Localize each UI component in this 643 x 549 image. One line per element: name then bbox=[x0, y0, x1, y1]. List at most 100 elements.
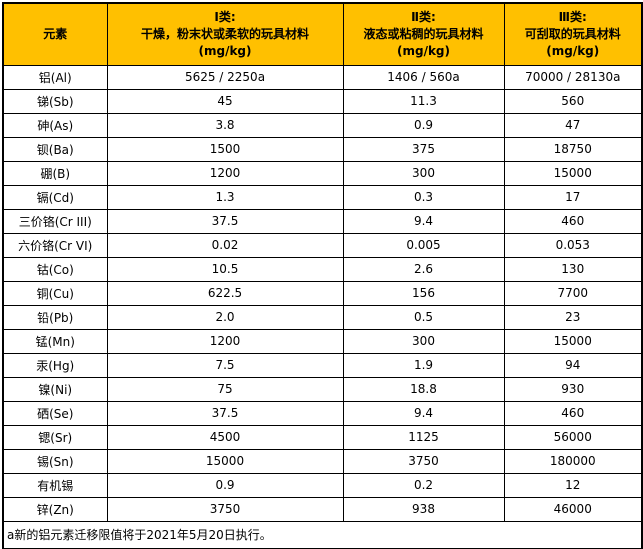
table-row: 锰(Mn) 1200 300 15000 bbox=[2, 328, 643, 354]
value-cell: 45 bbox=[106, 88, 344, 114]
table-row: 砷(As) 3.8 0.9 47 bbox=[2, 112, 643, 138]
value-cell: 1200 bbox=[106, 160, 344, 186]
value-cell: 0.02 bbox=[106, 232, 344, 258]
header-class-3: Ⅲ类: 可刮取的玩具材料 (mg/kg) bbox=[503, 2, 643, 66]
element-cell: 钡(Ba) bbox=[2, 136, 108, 162]
table-row: 硒(Se) 37.5 9.4 460 bbox=[2, 400, 643, 426]
element-cell: 砷(As) bbox=[2, 112, 108, 138]
class-1-description: 干燥，粉末状或柔软的玩具材料 bbox=[140, 26, 309, 41]
table-row: 钴(Co) 10.5 2.6 130 bbox=[2, 256, 643, 282]
table-row: 锶(Sr) 4500 1125 56000 bbox=[2, 424, 643, 450]
table-row: 锌(Zn) 3750 938 46000 bbox=[2, 496, 643, 522]
table-footer: a新的铝元素迁移限值将于2021年5月20日执行。 bbox=[2, 520, 643, 549]
value-cell: 375 bbox=[342, 136, 505, 162]
value-cell: 300 bbox=[342, 328, 505, 354]
value-cell: 460 bbox=[503, 400, 643, 426]
value-cell: 5625 / 2250a bbox=[106, 64, 344, 90]
class-3-unit: (mg/kg) bbox=[546, 43, 600, 58]
table-row: 镍(Ni) 75 18.8 930 bbox=[2, 376, 643, 402]
element-cell: 硒(Se) bbox=[2, 400, 108, 426]
value-cell: 0.9 bbox=[342, 112, 505, 138]
value-cell: 0.5 bbox=[342, 304, 505, 330]
table-row: 镉(Cd) 1.3 0.3 17 bbox=[2, 184, 643, 210]
header-row: 元素 Ⅰ类: 干燥，粉末状或柔软的玩具材料 (mg/kg) Ⅱ类: 液态或粘稠的… bbox=[2, 2, 643, 66]
element-cell: 锑(Sb) bbox=[2, 88, 108, 114]
value-cell: 0.3 bbox=[342, 184, 505, 210]
element-cell: 三价铬(Cr III) bbox=[2, 208, 108, 234]
element-cell: 锶(Sr) bbox=[2, 424, 108, 450]
header-class-2: Ⅱ类: 液态或粘稠的玩具材料 (mg/kg) bbox=[342, 2, 505, 66]
table-row: 有机锡 0.9 0.2 12 bbox=[2, 472, 643, 498]
element-cell: 汞(Hg) bbox=[2, 352, 108, 378]
table-row: 铝(Al) 5625 / 2250a 1406 / 560a 70000 / 2813… bbox=[2, 64, 643, 90]
value-cell: 17 bbox=[503, 184, 643, 210]
table-row: 锡(Sn) 15000 3750 180000 bbox=[2, 448, 643, 474]
value-cell: 0.2 bbox=[342, 472, 505, 498]
footnote-row: a新的铝元素迁移限值将于2021年5月20日执行。 bbox=[2, 520, 643, 549]
value-cell: 1200 bbox=[106, 328, 344, 354]
value-cell: 10.5 bbox=[106, 256, 344, 282]
class-2-description: 液态或粘稠的玩具材料 bbox=[363, 26, 484, 41]
value-cell: 11.3 bbox=[342, 88, 505, 114]
footnote: a新的铝元素迁移限值将于2021年5月20日执行。 bbox=[2, 520, 643, 549]
value-cell: 15000 bbox=[106, 448, 344, 474]
value-cell: 1125 bbox=[342, 424, 505, 450]
value-cell: 9.4 bbox=[342, 208, 505, 234]
class-3-label: Ⅲ类: bbox=[558, 9, 587, 24]
element-cell: 镉(Cd) bbox=[2, 184, 108, 210]
value-cell: 47 bbox=[503, 112, 643, 138]
value-cell: 622.5 bbox=[106, 280, 344, 306]
class-2-label: Ⅱ类: bbox=[411, 9, 436, 24]
element-cell: 硼(B) bbox=[2, 160, 108, 186]
element-cell: 铝(Al) bbox=[2, 64, 108, 90]
value-cell: 180000 bbox=[503, 448, 643, 474]
table-row: 六价铬(Cr VI) 0.02 0.005 0.053 bbox=[2, 232, 643, 258]
value-cell: 1.3 bbox=[106, 184, 344, 210]
table-body: 铝(Al) 5625 / 2250a 1406 / 560a 70000 / 2813… bbox=[2, 64, 643, 522]
class-1-label: Ⅰ类: bbox=[214, 9, 236, 24]
table-row: 硼(B) 1200 300 15000 bbox=[2, 160, 643, 186]
class-2-unit: (mg/kg) bbox=[396, 43, 450, 58]
value-cell: 938 bbox=[342, 496, 505, 522]
value-cell: 130 bbox=[503, 256, 643, 282]
value-cell: 930 bbox=[503, 376, 643, 402]
value-cell: 46000 bbox=[503, 496, 643, 522]
value-cell: 15000 bbox=[503, 160, 643, 186]
value-cell: 18750 bbox=[503, 136, 643, 162]
value-cell: 9.4 bbox=[342, 400, 505, 426]
value-cell: 56000 bbox=[503, 424, 643, 450]
value-cell: 94 bbox=[503, 352, 643, 378]
value-cell: 23 bbox=[503, 304, 643, 330]
element-cell: 铜(Cu) bbox=[2, 280, 108, 306]
element-cell: 六价铬(Cr VI) bbox=[2, 232, 108, 258]
value-cell: 18.8 bbox=[342, 376, 505, 402]
value-cell: 0.053 bbox=[503, 232, 643, 258]
value-cell: 300 bbox=[342, 160, 505, 186]
value-cell: 560 bbox=[503, 88, 643, 114]
element-cell: 锰(Mn) bbox=[2, 328, 108, 354]
value-cell: 156 bbox=[342, 280, 505, 306]
class-3-description: 可刮取的玩具材料 bbox=[524, 26, 621, 41]
value-cell: 1500 bbox=[106, 136, 344, 162]
element-cell: 有机锡 bbox=[2, 472, 108, 498]
value-cell: 3750 bbox=[342, 448, 505, 474]
element-cell: 铅(Pb) bbox=[2, 304, 108, 330]
value-cell: 4500 bbox=[106, 424, 344, 450]
table-row: 汞(Hg) 7.5 1.9 94 bbox=[2, 352, 643, 378]
element-cell: 镍(Ni) bbox=[2, 376, 108, 402]
class-1-unit: (mg/kg) bbox=[198, 43, 252, 58]
value-cell: 37.5 bbox=[106, 400, 344, 426]
header-class-1: Ⅰ类: 干燥，粉末状或柔软的玩具材料 (mg/kg) bbox=[106, 2, 344, 66]
element-cell: 锌(Zn) bbox=[2, 496, 108, 522]
value-cell: 0.9 bbox=[106, 472, 344, 498]
value-cell: 1406 / 560a bbox=[342, 64, 505, 90]
header-element: 元素 bbox=[2, 2, 108, 66]
table-row: 三价铬(Cr III) 37.5 9.4 460 bbox=[2, 208, 643, 234]
value-cell: 7.5 bbox=[106, 352, 344, 378]
value-cell: 460 bbox=[503, 208, 643, 234]
element-cell: 钴(Co) bbox=[2, 256, 108, 282]
header-element-label: 元素 bbox=[43, 26, 68, 41]
value-cell: 12 bbox=[503, 472, 643, 498]
